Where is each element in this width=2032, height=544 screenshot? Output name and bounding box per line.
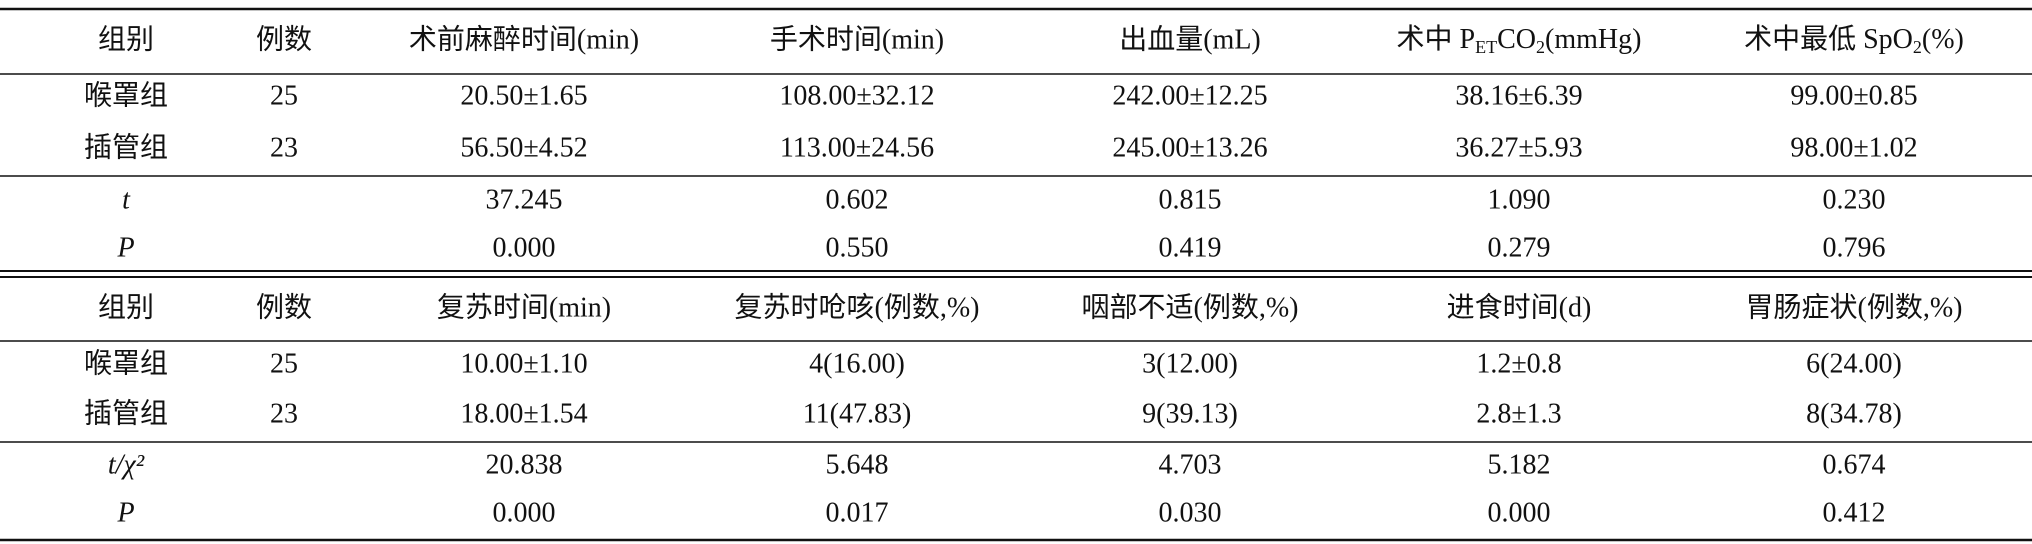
cell: 23 — [270, 398, 298, 429]
cell: 插管组 — [84, 131, 168, 163]
cell: 20.838 — [486, 449, 563, 480]
cell: 242.00±12.25 — [1112, 80, 1267, 111]
column-header: 胃肠症状(例数,%) — [1746, 291, 1963, 323]
cell: 喉罩组 — [84, 79, 168, 111]
column-header: 例数 — [256, 23, 312, 55]
text-part: 2 — [1913, 37, 1922, 57]
stat-label: t/χ² — [108, 449, 145, 480]
text-part: (%) — [1922, 24, 1964, 55]
column-header: 咽部不适(例数,%) — [1082, 291, 1299, 323]
text-part: (mmHg) — [1545, 24, 1641, 55]
stat-label: P — [116, 232, 134, 263]
cell: 0.550 — [826, 232, 889, 263]
cell: 25 — [270, 348, 298, 379]
text-part: ET — [1475, 37, 1497, 57]
column-header: 组别 — [98, 291, 154, 323]
column-header: 组别 — [98, 23, 154, 55]
cell: 2.8±1.3 — [1476, 398, 1561, 429]
cell: 8(34.78) — [1806, 398, 1902, 429]
cell: 36.27±5.93 — [1455, 132, 1582, 163]
cell: 1.090 — [1488, 184, 1551, 215]
cell: 0.017 — [826, 497, 889, 528]
cell: 0.230 — [1823, 184, 1886, 215]
cell: 0.796 — [1823, 232, 1886, 263]
cell: 插管组 — [84, 397, 168, 429]
cell: 0.279 — [1488, 232, 1551, 263]
column-header: 出血量(mL) — [1119, 23, 1261, 55]
cell: 喉罩组 — [84, 347, 168, 379]
cell: 0.000 — [493, 497, 556, 528]
cell: 37.245 — [486, 184, 563, 215]
cell: 20.50±1.65 — [460, 80, 587, 111]
cell: 3(12.00) — [1142, 348, 1238, 379]
cell: 6(24.00) — [1806, 348, 1902, 379]
cell: 0.815 — [1159, 184, 1222, 215]
cell: 0.000 — [493, 232, 556, 263]
cell: 1.2±0.8 — [1476, 348, 1561, 379]
cell: 0.419 — [1159, 232, 1222, 263]
stat-label: P — [116, 497, 134, 528]
text-part: CO — [1497, 24, 1536, 55]
cell: 0.000 — [1488, 497, 1551, 528]
cell: 245.00±13.26 — [1112, 132, 1267, 163]
cell: 113.00±24.56 — [780, 132, 934, 163]
text-part: 术中最低 SpO — [1744, 23, 1913, 55]
column-header: 例数 — [256, 291, 312, 323]
cell: 99.00±0.85 — [1790, 80, 1917, 111]
stat-label: t — [122, 184, 131, 215]
cell: 0.674 — [1823, 449, 1886, 480]
cell: 0.602 — [826, 184, 889, 215]
cell: 38.16±6.39 — [1455, 80, 1582, 111]
column-header: 进食时间(d) — [1447, 291, 1592, 323]
cell: 4(16.00) — [809, 348, 905, 379]
cell: 56.50±4.52 — [460, 132, 587, 163]
column-header: 复苏时间(min) — [437, 291, 611, 323]
cell: 0.412 — [1823, 497, 1886, 528]
cell: 98.00±1.02 — [1790, 132, 1917, 163]
cell: 5.182 — [1488, 449, 1551, 480]
cell: 11(47.83) — [803, 398, 912, 429]
column-header: 手术时间(min) — [770, 23, 944, 55]
cell: 23 — [270, 132, 298, 163]
column-header: 术前麻醉时间(min) — [409, 23, 639, 55]
cell: 10.00±1.10 — [460, 348, 587, 379]
cell: 18.00±1.54 — [460, 398, 587, 429]
text-part: 2 — [1536, 37, 1545, 57]
cell: 9(39.13) — [1142, 398, 1238, 429]
text-part: 术中 P — [1397, 23, 1476, 55]
column-header: 术中最低 SpO2(%) — [1744, 23, 1964, 57]
cell: 5.648 — [826, 449, 889, 480]
column-header: 复苏时呛咳(例数,%) — [735, 291, 980, 323]
cell: 4.703 — [1159, 449, 1222, 480]
cell: 25 — [270, 80, 298, 111]
column-header: 术中 PETCO2(mmHg) — [1397, 23, 1642, 57]
cell: 0.030 — [1159, 497, 1222, 528]
cell: 108.00±32.12 — [779, 80, 934, 111]
